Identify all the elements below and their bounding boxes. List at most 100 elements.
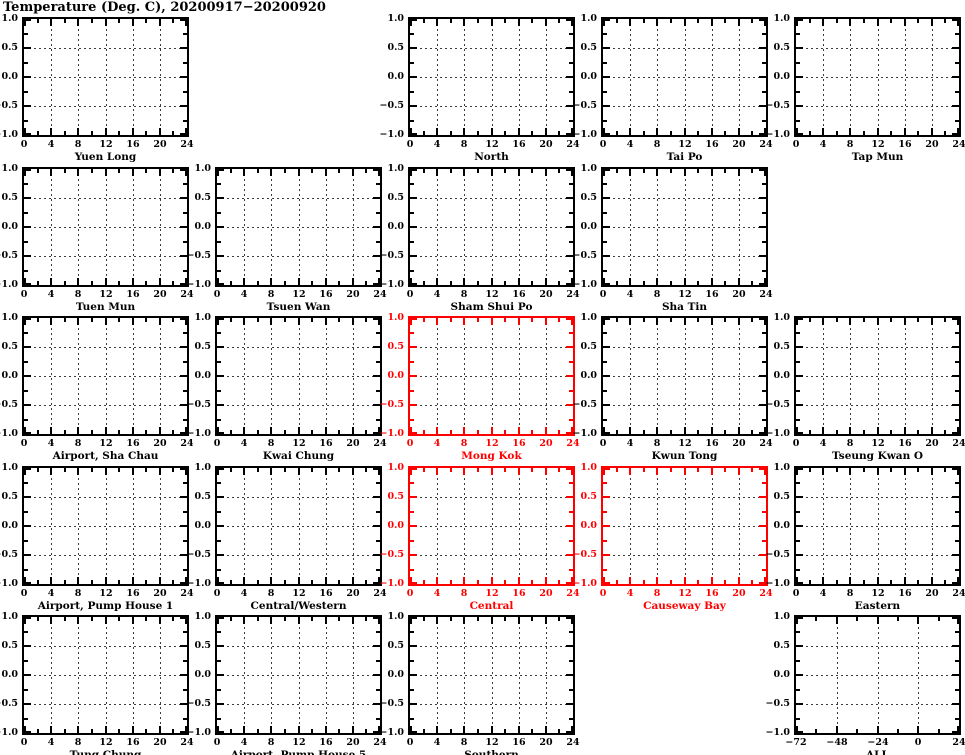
x-tick [822,467,824,475]
y-tick-label: 0.0 [387,220,404,232]
x-tick [410,467,412,475]
y-tick-label: 0.0 [1,669,18,680]
y-tick-label: 1.0 [387,312,404,323]
panel-kwun-tong [601,316,768,436]
x-tick [243,467,245,475]
x-tick [518,318,520,325]
x-tick [410,128,412,135]
x-tick [643,131,645,135]
x-tick [890,131,892,135]
x-tick [822,128,824,135]
x-tick [571,467,573,475]
y-tick [955,120,959,122]
x-tick [684,467,686,475]
y-tick [410,674,417,676]
x-tick [571,168,573,176]
y-tick-label: 1.0 [580,162,597,174]
y-tick [566,105,573,107]
x-tick-label: 24 [180,139,194,150]
x-tick [352,318,354,325]
x-tick [132,726,134,733]
x-tick [836,131,838,135]
gridline-horizontal [217,496,380,498]
x-tick [477,19,479,23]
x-tick [697,131,699,135]
y-tick-label: 0.0 [194,220,211,232]
gridline-horizontal [217,347,380,348]
x-tick [518,427,520,434]
y-tick [373,645,380,647]
y-tick [569,660,573,662]
x-tick-label: 24 [952,139,965,150]
x-tick [325,617,327,624]
x-tick [64,430,66,434]
y-tick-label: −0.5 [0,100,18,111]
y-tick-label: −1.0 [572,129,598,140]
y-tick [566,645,573,647]
y-tick [566,674,573,676]
x-tick-label: 4 [433,139,441,150]
y-tick [410,390,414,392]
y-tick [180,432,187,434]
y-tick [410,269,414,272]
x-tick-label: 16 [512,737,526,748]
x-tick [822,318,824,325]
x-tick [815,729,817,733]
y-tick-label: −1.0 [0,129,18,140]
y-tick [566,617,573,619]
gridline-horizontal [410,197,573,199]
panel-tsuen-wan [215,166,382,287]
y-tick [566,524,573,527]
y-tick [217,581,224,584]
x-tick-label: 8 [74,139,82,150]
x-tick [724,579,726,584]
x-tick-label: 20 [539,587,553,599]
y-tick [952,553,959,556]
x-tick [118,430,120,434]
x-tick [738,576,740,584]
y-tick [569,62,573,64]
y-tick [180,47,187,49]
y-tick [376,481,380,484]
x-tick-label: 0 [20,288,28,300]
y-tick [759,318,766,320]
x-tick [311,729,313,733]
y-tick-label: 0.5 [773,42,790,53]
x-tick [684,318,686,325]
x-tick [796,19,798,26]
x-tick [338,168,340,173]
y-tick-label: 0.5 [1,191,18,203]
panel-southern [408,615,575,735]
x-tick-label: −72 [785,737,807,748]
y-tick [183,660,187,662]
y-tick [217,631,221,633]
x-tick [145,617,147,621]
x-tick [545,277,547,285]
y-tick [217,703,224,705]
y-tick-label: 1.0 [1,162,18,174]
gridline-horizontal [24,197,187,199]
y-tick [796,495,803,498]
x-tick [738,128,740,135]
y-tick [183,718,187,720]
x-tick [897,617,899,621]
y-tick [217,346,224,348]
y-tick [24,254,31,257]
x-tick [764,318,766,325]
x-tick [904,576,906,584]
y-tick [410,689,414,691]
x-tick [257,430,259,434]
x-tick [436,576,438,584]
y-tick [217,168,224,171]
y-tick [603,120,607,122]
y-tick [796,332,800,334]
y-tick [180,105,187,107]
x-tick [37,617,39,621]
x-tick [77,467,79,475]
x-tick [132,427,134,434]
x-tick-label: 16 [898,139,912,150]
x-tick-label: 16 [319,288,333,300]
y-tick [24,62,28,64]
y-tick-label: 0.0 [387,370,404,381]
x-tick [423,617,425,621]
